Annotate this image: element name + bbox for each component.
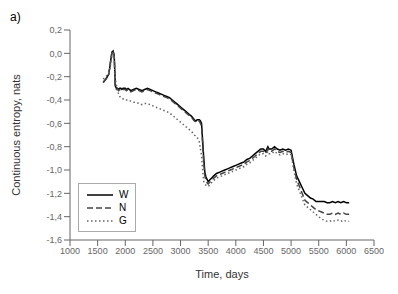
svg-text:4500: 4500	[253, 246, 273, 256]
svg-text:-0,2: -0,2	[46, 72, 62, 82]
html-text:W: W	[119, 189, 129, 200]
svg-text:0,2: 0,2	[49, 25, 62, 35]
svg-text:-0,8: -0,8	[46, 142, 62, 152]
svg-text:5000: 5000	[281, 246, 301, 256]
svg-text:6000: 6000	[336, 246, 356, 256]
svg-text:-0,4: -0,4	[46, 95, 62, 105]
svg-text:-0,6: -0,6	[46, 119, 62, 129]
svg-text:1500: 1500	[88, 246, 108, 256]
svg-text:6500: 6500	[364, 246, 384, 256]
svg-text:4000: 4000	[226, 246, 246, 256]
svg-text:3000: 3000	[171, 246, 191, 256]
svg-text:-1,2: -1,2	[46, 189, 62, 199]
svg-text:Time, days: Time, days	[195, 268, 249, 280]
html-text:a): a)	[10, 10, 21, 24]
svg-text:1000: 1000	[60, 246, 80, 256]
html-text:N: N	[119, 202, 127, 213]
svg-text:-1,6: -1,6	[46, 235, 62, 245]
svg-text:0,0: 0,0	[49, 49, 62, 59]
svg-text:3500: 3500	[198, 246, 218, 256]
svg-text:Continuous entropy, nats: Continuous entropy, nats	[10, 74, 22, 196]
svg-text:-1,4: -1,4	[46, 212, 62, 222]
svg-text:-1,0: -1,0	[46, 165, 62, 175]
svg-text:5500: 5500	[309, 246, 329, 256]
html-text:G: G	[119, 215, 127, 226]
svg-text:2000: 2000	[115, 246, 135, 256]
svg-text:2500: 2500	[143, 246, 163, 256]
